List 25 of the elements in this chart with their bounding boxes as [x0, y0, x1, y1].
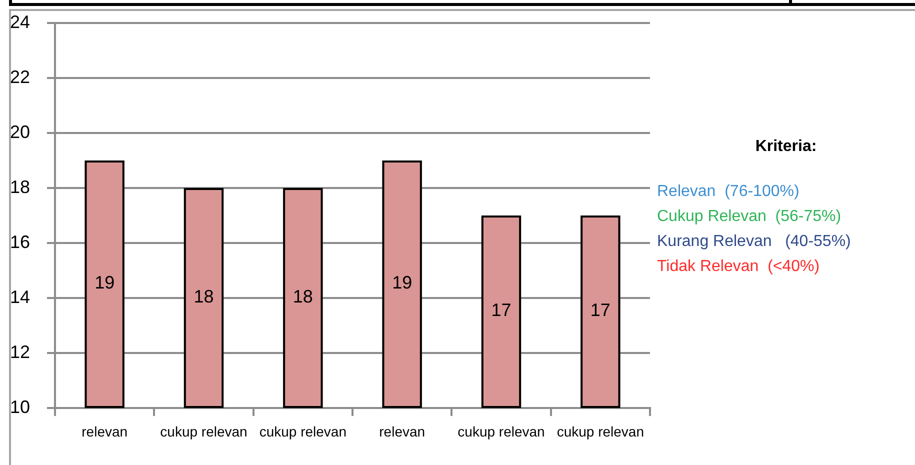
text: Kriteria:	[754, 137, 818, 157]
y-tick-label: 22	[10, 66, 30, 87]
data-label: 19	[94, 272, 115, 293]
text: Relevan (76-100%)	[657, 182, 800, 202]
y-tick-label: 14	[10, 286, 30, 307]
data-label: 18	[194, 286, 214, 306]
x-tick-label: cukup relevan	[556, 423, 644, 440]
data-label: 17	[590, 300, 610, 320]
data-label: 19	[392, 272, 412, 293]
y-tick-label: 16	[10, 232, 30, 252]
x-tick-label: relevan	[82, 423, 128, 440]
y-tick-label: 24	[10, 12, 30, 32]
text: Tidak Relevan (<40%)	[657, 257, 821, 277]
y-tick-label: 10	[10, 396, 30, 417]
y-tick-label: 18	[10, 176, 30, 197]
y-tick-label: 12	[10, 342, 30, 362]
text: Kurang Relevan (40-55%)	[657, 232, 852, 252]
text: Cukup Relevan (56-75%)	[657, 207, 842, 227]
x-tick-label: cukup relevan	[259, 423, 347, 440]
x-tick-label: cukup relevan	[160, 423, 248, 440]
data-label: 17	[491, 300, 512, 320]
x-tick-label: cukup relevan	[458, 423, 545, 440]
y-tick-label: 20	[10, 122, 30, 142]
x-tick-label: relevan	[379, 423, 426, 440]
data-label: 18	[292, 286, 313, 306]
